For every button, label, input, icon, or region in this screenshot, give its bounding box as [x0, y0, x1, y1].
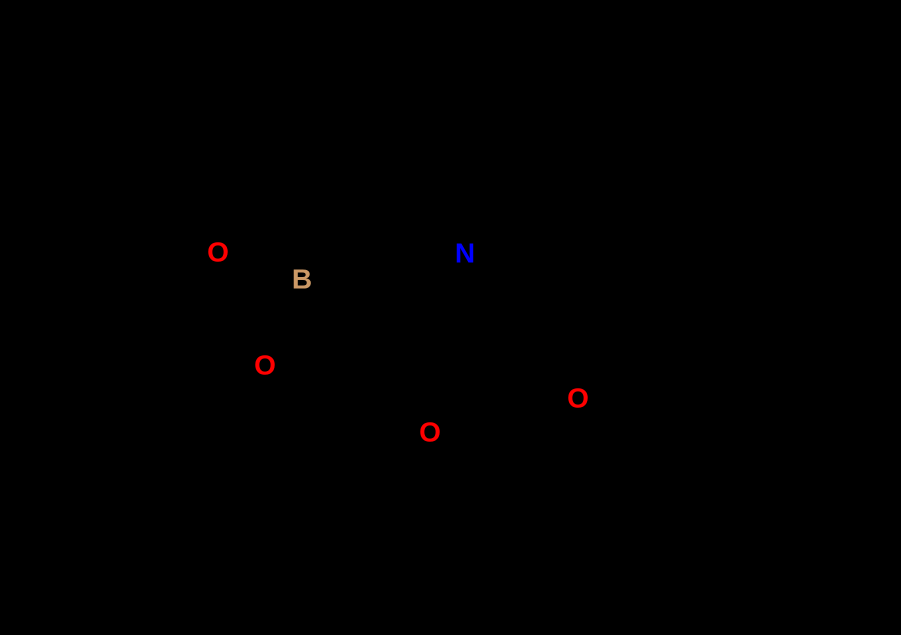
bond-line — [485, 135, 530, 195]
atom-label-o: O — [254, 350, 276, 381]
bond-line — [645, 375, 665, 470]
bond-line — [665, 280, 670, 375]
bond-line — [477, 195, 530, 242]
bond-line — [593, 375, 665, 394]
atom-label-b: B — [292, 264, 312, 295]
bond-line — [178, 395, 218, 468]
atom-label-n: N — [455, 238, 475, 269]
atom-label-o: O — [207, 237, 229, 268]
atom-label-o: O — [419, 417, 441, 448]
bond-line — [110, 320, 150, 385]
bond-line — [178, 370, 250, 395]
bond-line — [271, 294, 295, 351]
bond-line — [488, 365, 563, 392]
bond-line — [400, 135, 485, 148]
bond-line — [68, 285, 150, 320]
bond-line — [437, 362, 485, 417]
bond-line — [122, 395, 178, 453]
bond-line — [316, 235, 383, 271]
bond-line — [444, 368, 492, 423]
bond-line — [150, 320, 178, 395]
atom-label-o: O — [567, 383, 589, 414]
bond-line — [150, 263, 207, 320]
bond-line — [383, 235, 449, 250]
bond-line — [468, 269, 488, 365]
bond-line — [665, 375, 735, 430]
bond-line — [383, 148, 400, 235]
bond-line — [233, 257, 287, 274]
